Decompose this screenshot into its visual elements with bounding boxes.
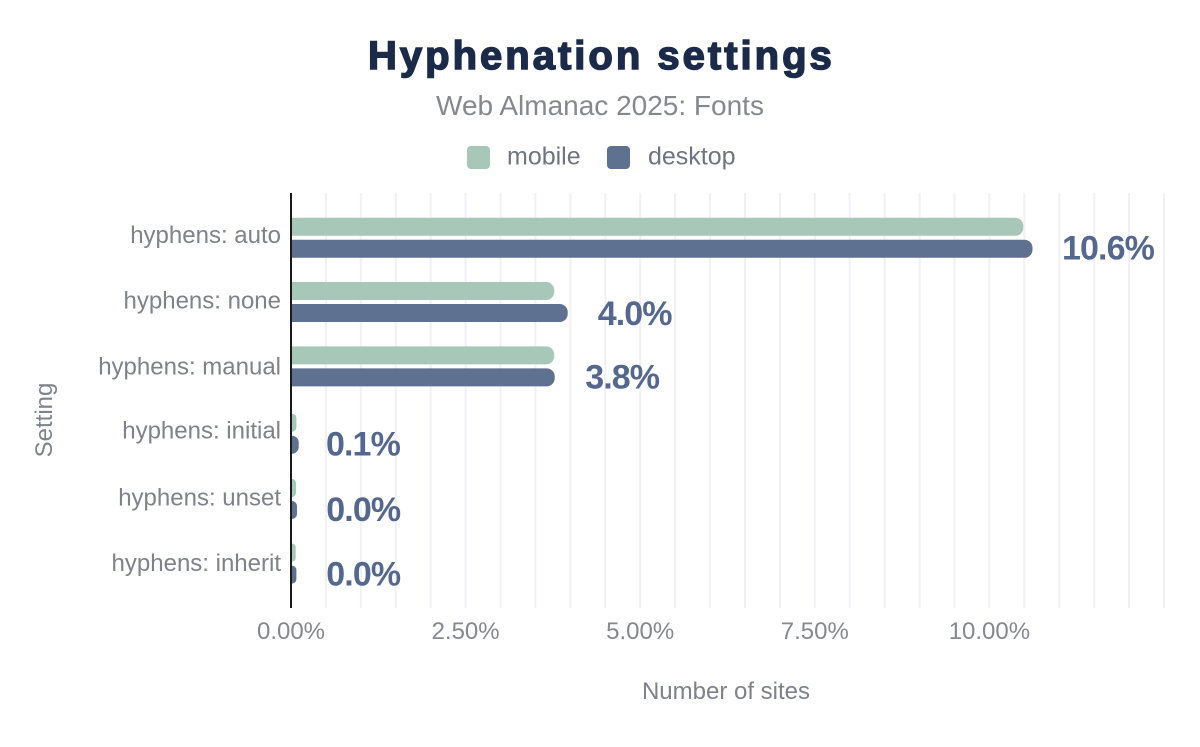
svg-text:hyphens: none: hyphens: none [124,288,281,315]
svg-text:10.00%: 10.00% [949,618,1030,645]
svg-text:desktop: desktop [648,143,736,171]
svg-text:hyphens: initial: hyphens: initial [122,418,281,445]
svg-text:Setting: Setting [31,383,58,458]
svg-text:mobile: mobile [507,143,581,171]
svg-text:hyphens: auto: hyphens: auto [130,222,281,249]
svg-text:0.0%: 0.0% [326,491,401,529]
svg-text:Web Almanac 2025: Fonts: Web Almanac 2025: Fonts [436,90,764,121]
svg-text:0.0%: 0.0% [326,556,401,594]
svg-text:0.00%: 0.00% [257,618,325,645]
svg-text:3.8%: 3.8% [585,358,660,396]
svg-text:2.50%: 2.50% [432,618,500,645]
svg-text:hyphens: inherit: hyphens: inherit [112,550,282,577]
svg-text:hyphens: unset: hyphens: unset [118,485,281,512]
svg-text:hyphens: manual: hyphens: manual [98,354,281,381]
svg-text:4.0%: 4.0% [598,295,673,333]
svg-text:10.6%: 10.6% [1062,229,1155,267]
svg-text:Number of sites: Number of sites [642,678,810,705]
svg-text:7.50%: 7.50% [781,618,849,645]
svg-text:Hyphenation settings: Hyphenation settings [368,34,835,78]
svg-text:5.00%: 5.00% [606,618,674,645]
svg-text:0.1%: 0.1% [326,426,401,464]
